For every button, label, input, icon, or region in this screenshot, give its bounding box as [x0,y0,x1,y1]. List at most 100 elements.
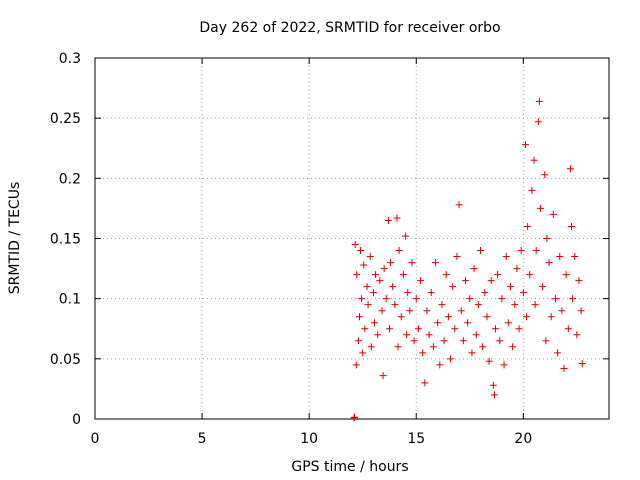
data-point [351,413,359,421]
data-point [560,364,568,372]
data-point [355,313,363,321]
data-point [376,277,384,285]
data-point [367,343,375,351]
data-point [524,222,532,230]
data-point [384,216,392,224]
y-axis: 0 0.05 0.1 0.15 0.2 0.25 0.3 [50,51,609,428]
data-point [564,325,572,333]
data-point [440,337,448,345]
y-tick-label: 0.2 [59,171,81,187]
data-point [575,277,583,285]
data-point [485,357,493,365]
data-point [374,331,382,339]
data-point [477,247,484,255]
data-point [517,247,525,255]
data-point [545,259,553,267]
data-point [412,295,420,303]
data-point [364,301,372,309]
data-point [404,289,412,297]
data-point [451,325,459,333]
data-point [395,247,403,255]
data-point [358,295,366,303]
data-point [438,301,446,309]
data-point [466,295,474,303]
data-point [453,253,461,261]
y-tick-label: 0.25 [50,111,81,127]
data-point [494,271,502,279]
data-point [449,283,457,291]
data-point [542,337,550,345]
data-point [425,331,433,339]
data-point [393,214,401,222]
data-point [394,343,402,351]
data-point [578,360,586,368]
data-point [357,247,365,255]
data-point [502,253,510,261]
data-point [470,265,478,273]
data-point [399,271,407,279]
data-point [462,277,470,285]
data-point [351,241,359,249]
data-point [370,319,378,327]
data-point [534,118,542,126]
data-point [353,271,361,279]
data-point [352,361,360,369]
data-point [457,307,465,315]
data-point [536,204,544,212]
data-series-srmtid [350,97,586,422]
data-point [539,283,547,291]
data-point [436,361,444,369]
data-point [519,289,527,297]
x-tick-label: 20 [514,431,532,447]
data-point [369,289,377,297]
data-point [487,277,495,285]
data-point [515,325,523,333]
data-point [372,271,380,279]
data-point [414,325,422,333]
data-point [429,343,437,351]
data-point [521,141,529,149]
data-point [397,313,405,321]
data-point [543,235,551,242]
data-point [566,165,574,173]
data-point [361,325,369,333]
data-point [509,343,517,351]
data-point [531,301,539,309]
data-point [455,201,463,209]
data-point [427,289,435,297]
x-tick-label: 0 [91,431,100,447]
x-tick-label: 15 [407,431,425,447]
y-tick-label: 0 [72,412,81,428]
grid-lines [95,58,609,419]
data-point [363,283,371,291]
data-point [511,301,519,309]
chart-title: Day 262 of 2022, SRMTID for receiver orb… [199,20,500,36]
data-point [479,343,487,351]
data-point [432,259,440,267]
data-point [402,232,410,240]
data-point [496,337,504,345]
y-tick-label: 0.05 [50,352,81,368]
data-point [513,265,521,273]
data-point [549,210,557,218]
data-point [568,222,576,230]
data-point [389,283,397,291]
data-point [530,156,538,164]
data-point [410,337,418,345]
data-point [464,319,472,327]
y-axis-label: SRMTID / TECUs [7,182,23,295]
data-point [541,171,549,179]
data-point [468,349,476,357]
data-point [421,379,429,387]
data-point [483,313,491,321]
data-point [558,307,566,315]
data-point [547,313,555,321]
y-tick-label: 0.1 [59,292,81,308]
data-point [442,271,450,279]
data-point [481,289,489,297]
data-point [385,325,393,333]
data-point [354,337,362,345]
data-point [556,253,564,261]
data-point [532,247,540,255]
